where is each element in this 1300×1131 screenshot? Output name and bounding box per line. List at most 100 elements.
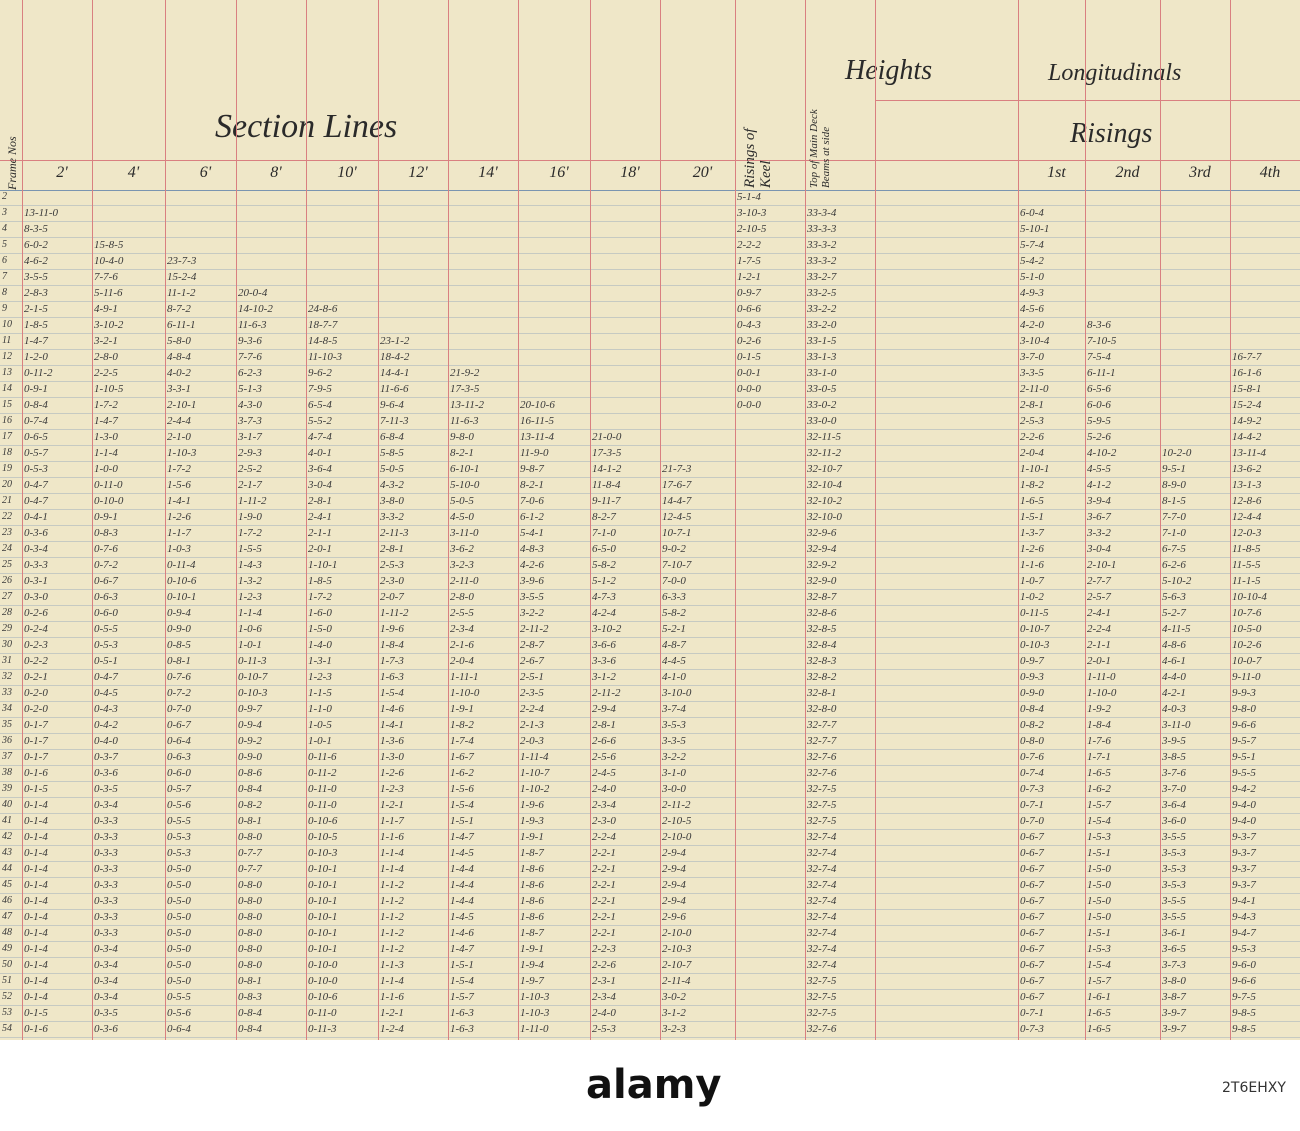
brand: alamy bbox=[586, 1062, 722, 1108]
offset-value: 0-10-7 bbox=[1020, 623, 1050, 635]
offset-value: 0-6-5 bbox=[24, 431, 48, 443]
offset-value: 1-9-7 bbox=[520, 975, 544, 987]
offset-value: 9-4-1 bbox=[1232, 895, 1256, 907]
offset-value: 0-6-4 bbox=[167, 1023, 191, 1035]
offset-value: 1-1-2 bbox=[380, 911, 404, 923]
offset-value: 3-5-3 bbox=[1162, 863, 1186, 875]
offset-value: 1-2-3 bbox=[308, 671, 332, 683]
offset-value: 0-8-0 bbox=[238, 943, 262, 955]
frame-number: 20 bbox=[2, 479, 12, 490]
offset-value: 10-7-6 bbox=[1232, 607, 1262, 619]
offset-value: 1-7-2 bbox=[238, 527, 262, 539]
offset-value: 4-2-6 bbox=[520, 559, 544, 571]
frame-number: 39 bbox=[2, 783, 12, 794]
offset-value: 0-3-3 bbox=[94, 927, 118, 939]
offset-value: 9-7-5 bbox=[1232, 991, 1256, 1003]
longitudinals-title: Longitudinals bbox=[1048, 60, 1182, 86]
offset-value: 1-1-6 bbox=[1020, 559, 1044, 571]
column-header: 10' bbox=[337, 164, 357, 181]
frame-number: 24 bbox=[2, 543, 12, 554]
offset-value: 32-8-5 bbox=[807, 623, 837, 635]
frame-number: 36 bbox=[2, 735, 12, 746]
offset-value: 10-10-4 bbox=[1232, 591, 1267, 603]
offset-value: 23-1-2 bbox=[380, 335, 410, 347]
offset-value: 0-11-0 bbox=[94, 479, 123, 491]
offset-value: 16-11-5 bbox=[520, 415, 555, 427]
offset-value: 1-5-1 bbox=[1087, 927, 1111, 939]
offset-value: 3-6-4 bbox=[1162, 799, 1186, 811]
offset-value: 0-10-1 bbox=[308, 943, 338, 955]
frame-number: 31 bbox=[2, 655, 12, 666]
offset-value: 1-1-5 bbox=[308, 687, 332, 699]
offset-value: 5-1-3 bbox=[238, 383, 262, 395]
offset-value: 7-9-5 bbox=[308, 383, 332, 395]
offset-value: 13-6-2 bbox=[1232, 463, 1262, 475]
offset-value: 2-2-6 bbox=[592, 959, 616, 971]
offset-value: 0-11-3 bbox=[308, 1023, 337, 1035]
offset-value: 0-3-4 bbox=[94, 959, 118, 971]
offset-value: 6-0-4 bbox=[1020, 207, 1044, 219]
offset-value: 0-7-7 bbox=[238, 863, 262, 875]
offset-value: 15-8-5 bbox=[94, 239, 124, 251]
offset-value: 33-3-2 bbox=[807, 239, 837, 251]
offset-value: 0-1-7 bbox=[24, 735, 48, 747]
offset-value: 21-9-2 bbox=[450, 367, 480, 379]
offset-value: 0-7-4 bbox=[24, 415, 48, 427]
offset-value: 2-6-7 bbox=[520, 655, 544, 667]
offset-value: 3-0-2 bbox=[662, 991, 686, 1003]
offset-value: 2-0-7 bbox=[380, 591, 404, 603]
frame-number: 44 bbox=[2, 863, 12, 874]
offset-value: 0-5-3 bbox=[94, 639, 118, 651]
offset-value: 1-10-3 bbox=[520, 991, 550, 1003]
offset-value: 10-2-0 bbox=[1162, 447, 1192, 459]
offset-value: 1-8-7 bbox=[520, 927, 544, 939]
offset-value: 0-3-3 bbox=[94, 879, 118, 891]
offset-value: 4-3-0 bbox=[238, 399, 262, 411]
column-header: 16' bbox=[549, 164, 569, 181]
frame-number: 29 bbox=[2, 623, 12, 634]
offset-value: 3-7-4 bbox=[662, 703, 686, 715]
offset-value: 0-1-4 bbox=[24, 927, 48, 939]
offset-value: 3-5-3 bbox=[662, 719, 686, 731]
offset-value: 2-0-1 bbox=[1087, 655, 1111, 667]
offset-value: 4-10-2 bbox=[1087, 447, 1117, 459]
offset-value: 1-9-6 bbox=[520, 799, 544, 811]
offset-value: 1-7-2 bbox=[167, 463, 191, 475]
offset-value: 11-8-5 bbox=[1232, 543, 1261, 555]
offset-value: 11-6-6 bbox=[380, 383, 409, 395]
offset-value: 32-9-4 bbox=[807, 543, 837, 555]
offset-value: 3-5-3 bbox=[1162, 847, 1186, 859]
offset-value: 1-1-2 bbox=[380, 895, 404, 907]
offset-value: 4-0-2 bbox=[167, 367, 191, 379]
offset-value: 1-4-4 bbox=[450, 879, 474, 891]
offset-value: 0-4-5 bbox=[94, 687, 118, 699]
rule bbox=[0, 190, 1300, 191]
rule bbox=[0, 160, 1300, 161]
offset-value: 0-3-3 bbox=[94, 831, 118, 843]
offset-value: 0-4-3 bbox=[94, 703, 118, 715]
offset-value: 1-1-6 bbox=[380, 991, 404, 1003]
offset-value: 3-1-2 bbox=[592, 671, 616, 683]
offset-value: 0-1-4 bbox=[24, 863, 48, 875]
offset-value: 32-7-4 bbox=[807, 911, 837, 923]
column-rule bbox=[1160, 0, 1161, 1040]
offset-value: 8-2-1 bbox=[450, 447, 474, 459]
offset-value: 0-6-7 bbox=[1020, 991, 1044, 1003]
offset-value: 2-0-3 bbox=[520, 735, 544, 747]
offset-value: 3-3-6 bbox=[592, 655, 616, 667]
offset-value: 2-1-1 bbox=[308, 527, 332, 539]
column-header: 4th bbox=[1259, 164, 1281, 181]
offset-value: 0-9-2 bbox=[238, 735, 262, 747]
offset-value: 32-7-5 bbox=[807, 975, 837, 987]
column-header: 14' bbox=[478, 164, 498, 181]
offset-value: 1-1-4 bbox=[94, 447, 118, 459]
offset-value: 1-6-5 bbox=[1020, 495, 1044, 507]
offset-value: 6-10-1 bbox=[450, 463, 480, 475]
offset-value: 1-0-2 bbox=[1020, 591, 1044, 603]
offset-value: 1-5-7 bbox=[450, 991, 474, 1003]
offset-value: 0-3-3 bbox=[94, 847, 118, 859]
offset-value: 1-0-3 bbox=[167, 543, 191, 555]
column-header: 1st bbox=[1047, 164, 1066, 181]
offset-value: 1-4-0 bbox=[308, 639, 332, 651]
offset-value: 1-8-2 bbox=[450, 719, 474, 731]
